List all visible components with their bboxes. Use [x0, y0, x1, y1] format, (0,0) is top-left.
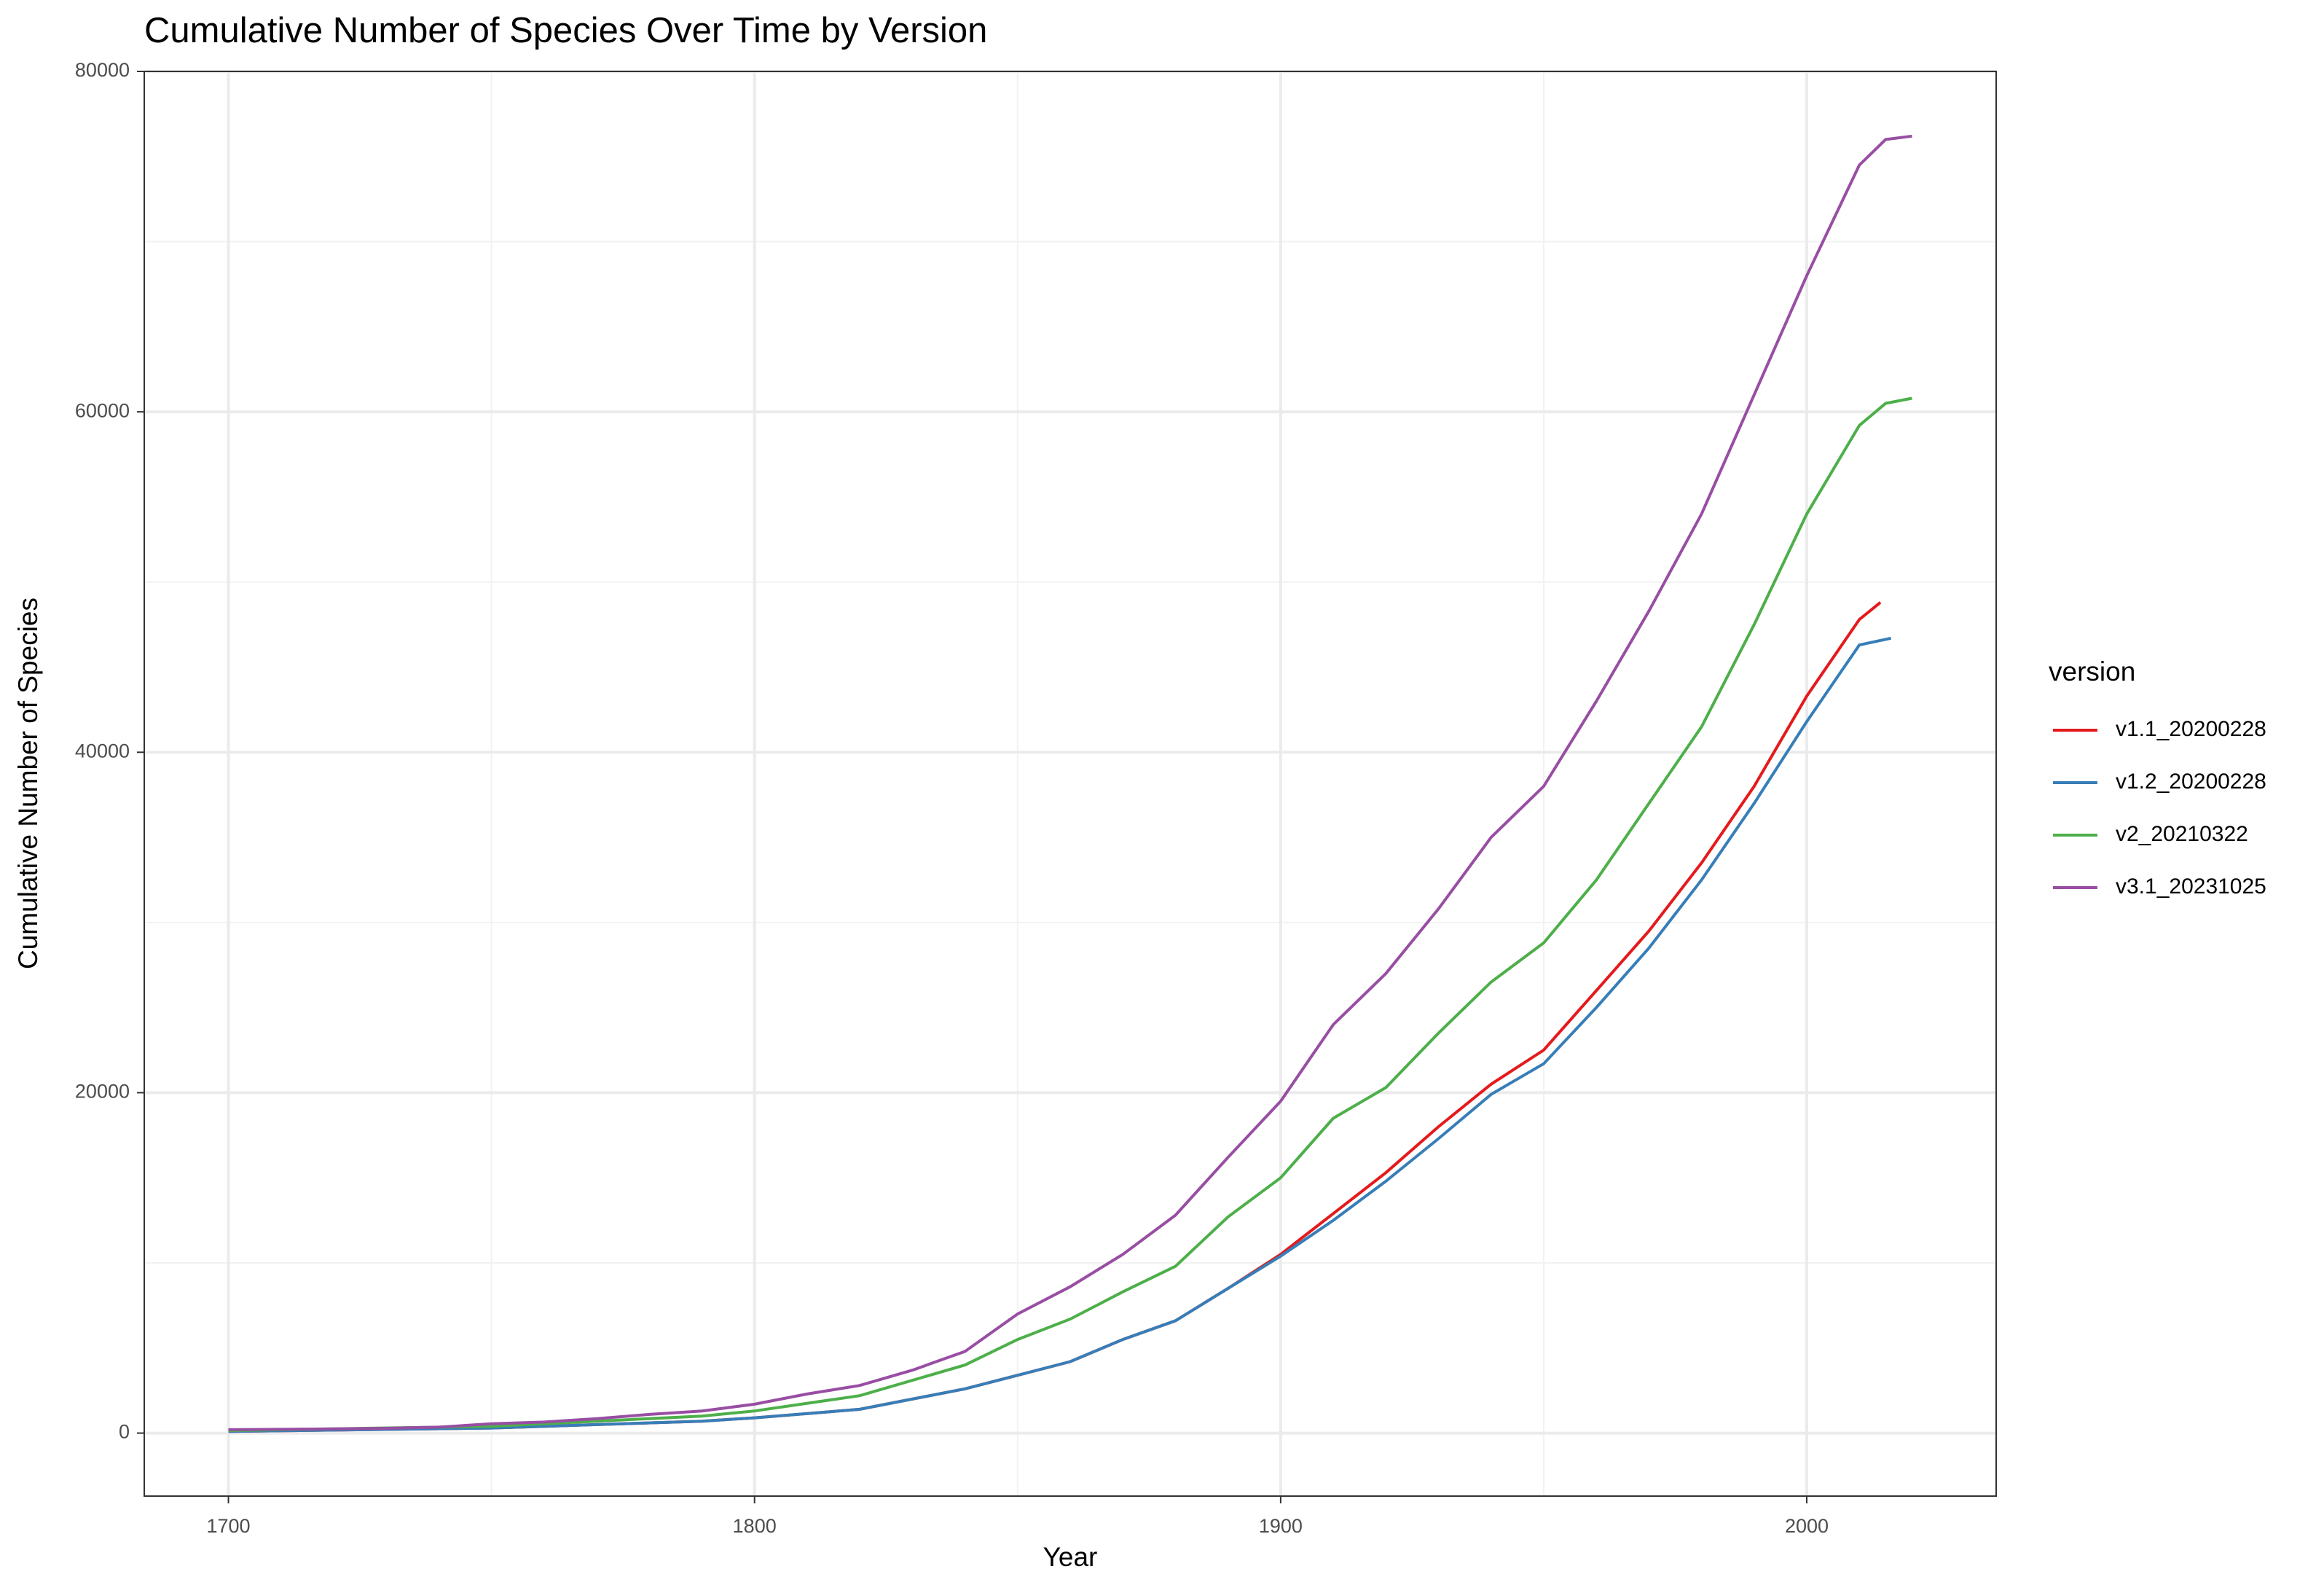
y-tick-label: 20000: [75, 1081, 130, 1103]
legend-label: v2_20210322: [2116, 822, 2248, 846]
x-tick-label: 1700: [207, 1515, 251, 1537]
y-tick-label: 80000: [75, 59, 130, 81]
legend-label: v1.1_20200228: [2116, 717, 2266, 741]
x-tick-label: 2000: [1785, 1515, 1829, 1537]
series-line: [228, 636, 1892, 1433]
legend-title: version: [2049, 657, 2135, 686]
y-tick-label: 0: [119, 1421, 130, 1443]
x-tick-label: 1800: [733, 1515, 777, 1537]
legend-label: v1.2_20200228: [2116, 770, 2266, 794]
x-axis-title: Year: [1043, 1542, 1098, 1572]
chart-title: Cumulative Number of Species Over Time b…: [144, 11, 987, 50]
series-line: [228, 396, 1912, 1433]
plot-border: [144, 71, 1997, 1497]
y-tick-label: 40000: [75, 740, 130, 762]
series-line: [228, 601, 1882, 1433]
y-tick-label: 60000: [75, 399, 130, 421]
series-line: [228, 134, 1912, 1431]
x-tick-label: 1900: [1259, 1515, 1303, 1537]
legend-label: v3.1_20231025: [2116, 874, 2266, 899]
y-axis-title: Cumulative Number of Species: [13, 598, 43, 969]
